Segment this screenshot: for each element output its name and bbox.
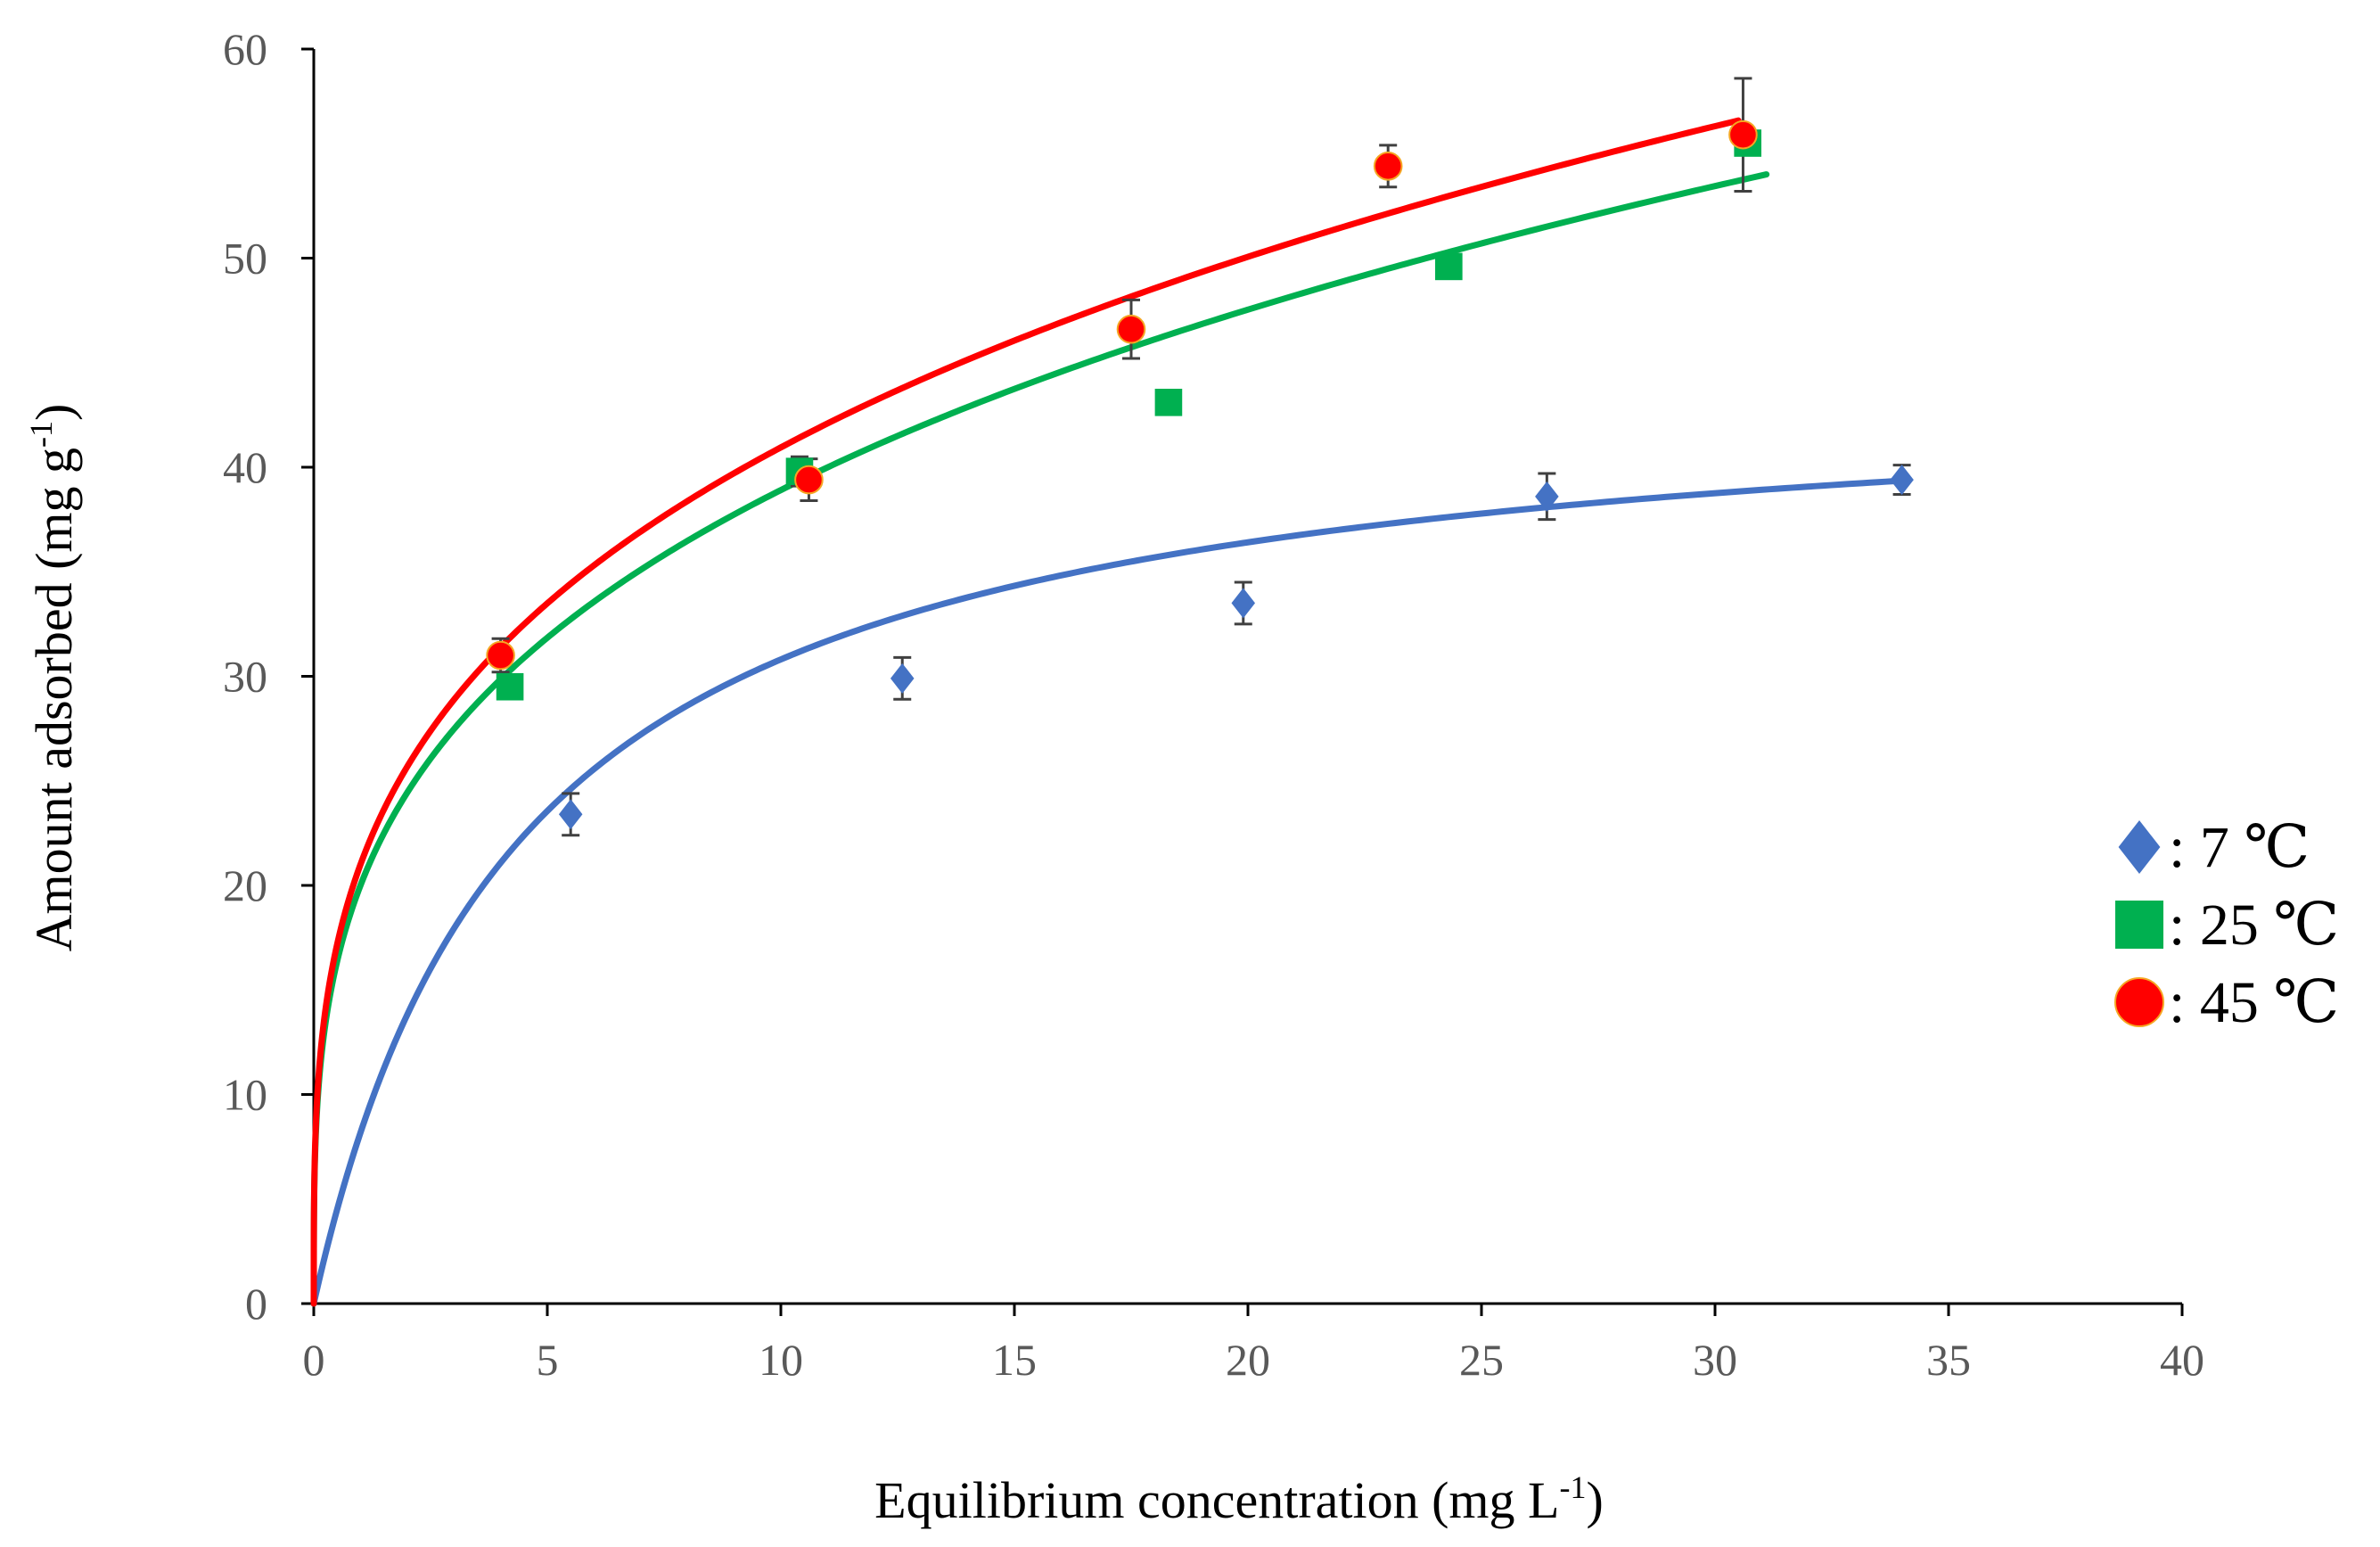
fit-curve-series-0: [310, 477, 1906, 1307]
y-tick-label: 10: [223, 1070, 267, 1120]
data-point-series-1: [496, 672, 524, 701]
data-point-series-0: [1890, 465, 1914, 496]
data-point-series-2: [1728, 119, 1758, 150]
legend-label: : 7 ℃: [2169, 815, 2310, 880]
x-tick-label: 10: [759, 1335, 803, 1385]
x-tick-label: 25: [1459, 1335, 1504, 1385]
data-point-series-0: [890, 662, 915, 694]
data-point-series-0: [1535, 481, 1559, 512]
y-tick-label: 20: [223, 860, 267, 910]
fit-curves: [310, 117, 1906, 1307]
legend-label: : 45 ℃: [2169, 970, 2339, 1035]
x-tick-label: 15: [992, 1335, 1037, 1385]
legend: : 7 ℃ : 25 ℃ : 45 ℃: [2114, 815, 2339, 1035]
data-markers: [486, 119, 1914, 830]
data-point-series-2: [486, 640, 515, 671]
axes: [312, 49, 2182, 1305]
x-tick-label: 30: [1693, 1335, 1737, 1385]
fit-curve-series-2: [310, 117, 1742, 1307]
y-tick-label: 30: [223, 652, 267, 702]
legend-marker-square: [2115, 901, 2163, 949]
fit-curve-series-1: [310, 171, 1770, 1307]
x-tick-label: 5: [537, 1335, 559, 1385]
x-tick-label: 40: [2160, 1335, 2204, 1385]
data-point-series-2: [1116, 314, 1146, 344]
data-point-series-2: [1373, 152, 1403, 181]
data-point-series-1: [1154, 389, 1183, 416]
axis-ticks: 0 10 20 30 40 50 60 0 5 10 15 20 25 30 35 40: [223, 24, 2204, 1385]
legend-label: : 25 ℃: [2169, 893, 2339, 958]
data-point-series-0: [1231, 588, 1256, 619]
x-tick-label: 20: [1226, 1335, 1270, 1385]
x-tick-label: 35: [1926, 1335, 1971, 1385]
y-tick-label: 0: [245, 1279, 267, 1329]
y-tick-label: 50: [223, 234, 267, 284]
legend-marker-diamond: [2118, 820, 2161, 874]
y-tick-label: 60: [223, 24, 267, 74]
data-point-series-1: [1435, 252, 1463, 281]
y-tick-label: 40: [223, 442, 267, 492]
legend-marker-circle: [2114, 977, 2164, 1027]
y-axis-title: Amount adsorbed (mg g-1): [23, 404, 83, 952]
data-point-series-2: [794, 465, 824, 495]
data-point-series-0: [558, 799, 583, 830]
x-axis-title: Equilibrium concentration (mg L-1): [874, 1469, 1604, 1529]
x-tick-label: 0: [303, 1335, 325, 1385]
